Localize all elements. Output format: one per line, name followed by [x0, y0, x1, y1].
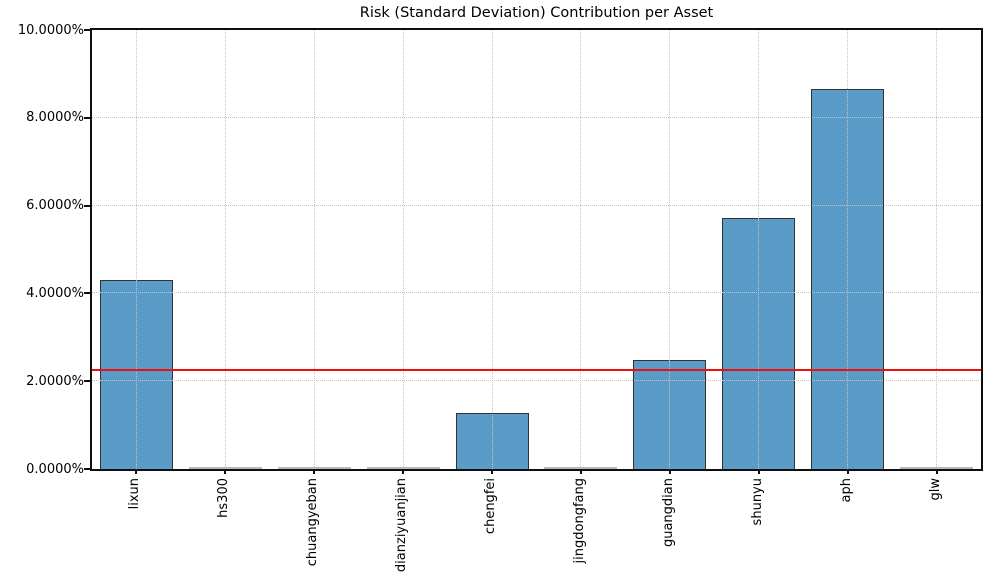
- gridline-horizontal: [92, 116, 981, 118]
- gridline-vertical: [580, 30, 582, 469]
- x-tick-label-jingdongfang: jingdongfang: [571, 478, 587, 564]
- x-tick-mark: [579, 469, 582, 474]
- y-tick-label: 0.0000%: [26, 461, 84, 477]
- gridline-vertical: [847, 30, 849, 469]
- y-tick-label: 6.0000%: [26, 198, 84, 214]
- y-tick-label: 8.0000%: [26, 110, 84, 126]
- gridline-vertical: [758, 30, 760, 469]
- y-tick-mark: [84, 204, 90, 207]
- gridline-vertical: [491, 30, 493, 469]
- y-tick-label: 10.0000%: [17, 22, 84, 38]
- x-tick-label-chuangyeban: chuangyeban: [305, 478, 321, 567]
- y-tick-mark: [84, 468, 90, 470]
- x-tick-mark: [757, 469, 760, 474]
- reference-line: [92, 368, 981, 372]
- gridline-horizontal: [92, 204, 981, 206]
- y-tick-label: 2.0000%: [26, 373, 84, 389]
- x-tick-mark: [224, 469, 227, 474]
- x-tick-mark: [846, 469, 849, 474]
- x-tick-mark: [135, 469, 138, 474]
- x-tick-label-dianziyuanjian: dianziyuanjian: [394, 478, 410, 573]
- x-tick-label-hs300: hs300: [216, 478, 232, 518]
- gridline-vertical: [669, 30, 671, 469]
- gridline-horizontal: [92, 380, 981, 382]
- x-tick-label-chengfei: chengfei: [483, 478, 499, 535]
- gridline-vertical: [936, 30, 938, 469]
- x-tick-label-aph: aph: [838, 478, 854, 503]
- x-tick-mark: [935, 469, 938, 474]
- x-tick-mark: [491, 469, 494, 474]
- gridline-horizontal: [92, 292, 981, 294]
- x-tick-label-shunyu: shunyu: [749, 478, 765, 526]
- y-tick-mark: [84, 380, 90, 383]
- plot-area: [90, 28, 983, 471]
- y-tick-mark: [84, 116, 90, 119]
- y-tick-mark: [84, 29, 90, 31]
- gridline-vertical: [313, 30, 315, 469]
- x-tick-mark: [668, 469, 671, 474]
- y-tick-label: 4.0000%: [26, 285, 84, 301]
- chart-title: Risk (Standard Deviation) Contribution p…: [359, 5, 714, 21]
- y-axis-labels: 0.0000% 2.0000% 4.0000% 6.0000% 8.0000% 10.00…: [0, 0, 84, 588]
- gridline-vertical: [224, 30, 226, 469]
- x-tick-label-glw: glw: [927, 478, 943, 501]
- x-tick-label-lixun: lixun: [127, 478, 143, 510]
- x-tick-label-guangdian: guangdian: [660, 478, 676, 548]
- x-tick-mark: [402, 469, 405, 474]
- gridline-vertical: [402, 30, 404, 469]
- x-tick-mark: [313, 469, 316, 474]
- y-tick-mark: [84, 292, 90, 295]
- gridline-vertical: [135, 30, 137, 469]
